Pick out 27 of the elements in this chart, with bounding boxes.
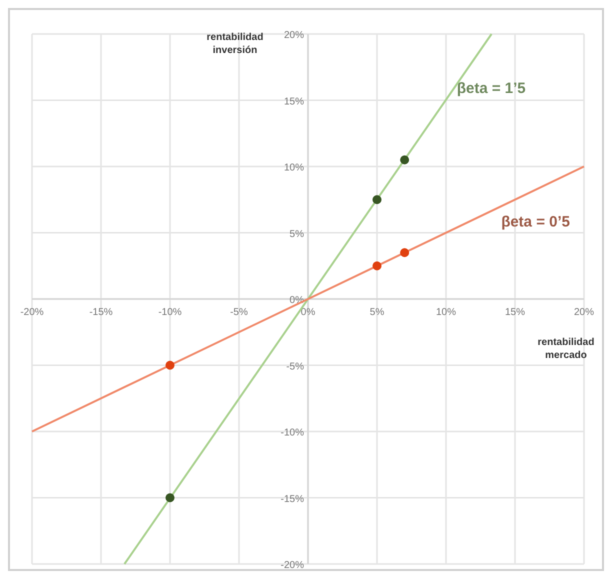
point: [400, 155, 410, 164]
x-tick-label: 10%: [436, 307, 456, 318]
x-tick-label: 15%: [504, 307, 526, 318]
point: [372, 261, 382, 270]
x-axis-title: rentabilidad mercado: [538, 337, 594, 361]
y-tick-label: -5%: [286, 361, 304, 372]
point: [400, 248, 410, 258]
y-axis-title: rentabilidad inversión: [206, 32, 264, 56]
x-tick-label: 5%: [370, 307, 384, 318]
y-tick-label: -20%: [280, 560, 304, 571]
point: [166, 360, 174, 370]
x-tick-label: -20%: [20, 307, 44, 318]
x-tick-label: -15%: [89, 307, 113, 318]
y-tick-label: -15%: [280, 494, 304, 505]
point: [166, 493, 174, 502]
y-tick-label: 5%: [290, 228, 304, 240]
x-tick-label: 20%: [574, 307, 594, 318]
point: [372, 195, 382, 204]
y-tick-label: 10%: [284, 162, 304, 174]
x-tick-label: -5%: [230, 307, 248, 318]
x-tick-label: 0%: [300, 307, 316, 318]
y-tick-label: 20%: [284, 30, 304, 41]
x-tick-label: -10%: [158, 307, 182, 318]
y-tick-label: -10%: [280, 428, 304, 438]
series-label: βeta = 0’5: [501, 213, 570, 230]
y-tick-label: 15%: [284, 96, 304, 108]
series-label: βeta = 1’5: [456, 80, 526, 97]
